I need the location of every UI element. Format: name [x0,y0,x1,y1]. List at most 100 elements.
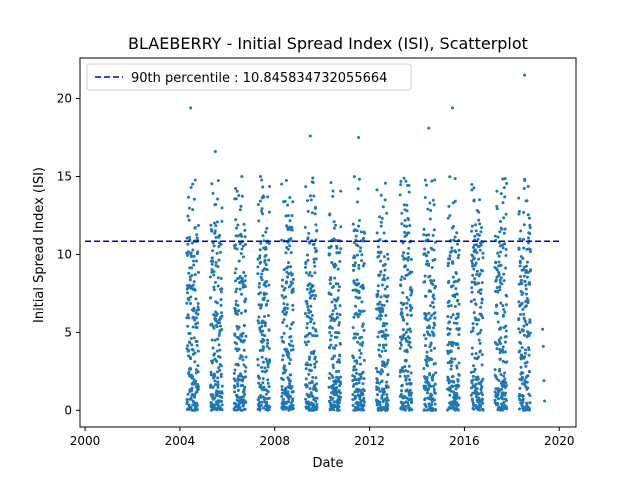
data-point [472,267,476,271]
data-point [211,249,215,253]
data-point [454,250,458,254]
data-point [525,360,529,364]
data-point [383,268,387,272]
data-point [526,236,530,240]
data-point [266,390,270,394]
data-point [409,382,413,386]
data-point [313,264,317,268]
data-point [233,333,237,337]
data-point [211,191,215,195]
data-point [196,349,200,353]
data-point [528,394,532,398]
data-point [505,384,509,388]
data-point [377,387,381,391]
data-point [426,318,430,322]
data-point [236,234,240,238]
data-point [284,280,288,284]
data-point [456,256,460,260]
data-point [524,364,528,368]
data-point [217,258,221,262]
data-point [475,251,479,255]
y-tick-label: 5 [64,325,72,339]
data-point [405,306,409,310]
data-point [455,321,459,325]
data-point [385,322,389,326]
data-point [384,313,388,317]
data-point [329,334,333,338]
data-point [313,205,317,209]
data-point [476,237,480,241]
data-point [446,216,450,220]
data-point [523,351,527,355]
data-point [240,334,244,338]
data-point [257,282,261,286]
data-point [328,212,332,216]
data-point [306,209,310,213]
data-point [332,383,336,387]
data-point [265,280,269,284]
data-point [404,330,408,334]
data-point [241,358,245,362]
data-point [447,304,451,308]
data-point [243,369,247,373]
data-point [456,315,460,319]
data-point [287,400,291,404]
data-point [499,192,503,196]
data-point [263,324,267,328]
data-point [351,222,355,226]
data-point [521,397,525,401]
data-point [525,199,529,203]
data-point [280,385,284,389]
data-point [352,315,356,319]
data-point [265,369,269,373]
data-point [408,388,412,392]
data-point [315,382,319,386]
data-point [360,399,364,403]
data-point [356,187,360,191]
data-point [263,366,267,370]
data-point [210,268,214,272]
data-point [291,289,295,293]
data-point [406,401,410,405]
data-point [522,187,526,191]
data-point [263,267,267,271]
data-point [377,407,381,411]
data-point [214,317,218,321]
data-point [519,357,523,361]
data-point [401,254,405,258]
data-point [328,345,332,349]
data-point [481,401,485,405]
data-point [335,386,339,390]
axes: 2000 2004 2008 2012 2016 2020 0 5 10 15 20 [57,57,577,448]
data-point [431,373,435,377]
data-point [398,346,402,350]
data-point [339,395,343,399]
data-point [475,272,479,276]
data-point [256,203,260,207]
data-point [210,361,214,365]
data-point [498,285,502,289]
data-point [188,236,192,240]
data-point [408,327,412,331]
data-point [431,283,435,287]
data-point [358,296,362,300]
data-point [519,275,522,279]
data-point [266,195,270,199]
data-point [375,370,379,374]
data-point [311,293,315,297]
data-point [307,357,311,361]
data-point [455,292,459,296]
data-point [410,391,414,395]
data-point [478,408,482,412]
data-point [454,387,458,391]
data-point [191,283,195,287]
data-point [386,294,390,298]
data-point [517,300,521,304]
data-point [432,387,436,391]
data-point [244,400,248,404]
data-point [220,327,224,331]
data-point [195,343,199,347]
data-point [260,365,263,369]
data-point [429,348,433,352]
data-point [240,292,244,296]
